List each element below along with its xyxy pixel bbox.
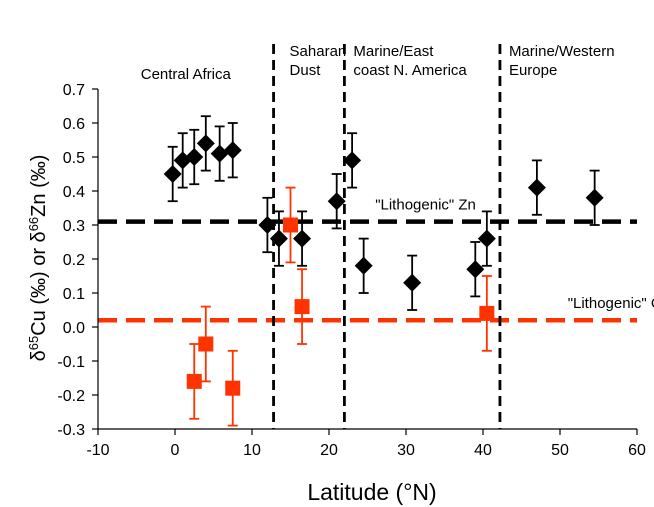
cu-data-point <box>479 305 495 321</box>
y-tick-label: 0.2 <box>63 252 85 269</box>
region-label: Saharan <box>290 43 347 60</box>
data-points <box>163 134 604 396</box>
zn-data-point <box>163 165 182 183</box>
zn-data-point <box>527 178 546 197</box>
region-label: coast N. America <box>353 62 467 79</box>
reference-line-labels: "Lithogenic" Zn "Lithogenic" Cu <box>375 197 654 313</box>
region-labels: Central Africa Saharan Dust Marine/East coas… <box>141 43 615 83</box>
y-tick-label: 0.7 <box>63 82 85 99</box>
x-axis-title: Latitude (°N) <box>307 479 436 505</box>
zn-data-point <box>466 260 485 279</box>
region-label: Marine/East <box>353 43 434 60</box>
x-tick-label: 50 <box>551 442 569 459</box>
y-tick-label: -0.2 <box>57 388 85 405</box>
lithogenic-label: "Lithogenic" Cu <box>568 295 654 312</box>
zn-data-point <box>210 144 229 163</box>
cu-data-point <box>225 380 241 396</box>
region-label: Central Africa <box>141 66 232 83</box>
reference-lines <box>98 219 637 323</box>
y-axis-title: δ65Cu (‰) or δ66Zn (‰) <box>26 155 50 362</box>
x-tick-label: 40 <box>474 442 492 459</box>
zn-data-point <box>327 192 346 211</box>
x-tick-label: 0 <box>171 442 180 459</box>
cu-data-point <box>283 217 298 233</box>
zn-data-point <box>343 151 362 170</box>
ticks: -10 0 10 20 30 40 50 60 -0.3 -0.2 -0.1 0.0 0.1 0.2 0.3… <box>57 82 646 459</box>
axes <box>97 89 637 430</box>
x-tick-label: -10 <box>86 442 109 459</box>
y-tick-label: 0.6 <box>63 116 85 133</box>
region-label: Marine/Western <box>509 43 615 60</box>
y-tick-label: -0.3 <box>57 422 85 439</box>
y-tick-label: 0.4 <box>63 184 85 201</box>
cu-data-point <box>186 373 202 389</box>
cu-data-point <box>294 299 310 315</box>
y-tick-label: -0.1 <box>57 354 85 371</box>
x-tick-label: 10 <box>243 442 261 459</box>
x-tick-label: 20 <box>320 442 338 459</box>
zn-data-point <box>269 229 288 248</box>
zn-data-point <box>585 188 604 207</box>
lithogenic-label: "Lithogenic" Zn <box>375 197 476 214</box>
zn-data-point <box>258 216 277 234</box>
y-tick-label: 0.3 <box>63 218 85 235</box>
zn-data-point <box>354 256 373 275</box>
region-label: Dust <box>290 62 322 79</box>
y-tick-label: 0.1 <box>63 286 85 303</box>
x-tick-label: 60 <box>628 442 646 459</box>
zn-data-point <box>477 229 496 248</box>
error-bars <box>167 115 600 427</box>
zn-data-point <box>185 148 204 166</box>
cu-data-point <box>198 336 214 352</box>
zn-data-point <box>293 229 312 248</box>
zn-data-point <box>403 273 422 292</box>
zn-data-point <box>223 141 242 160</box>
y-tick-label: 0.5 <box>63 150 85 167</box>
zn-data-point <box>196 134 215 153</box>
region-label: Europe <box>509 62 557 79</box>
y-tick-label: 0.0 <box>63 320 85 337</box>
x-tick-label: 30 <box>397 442 415 459</box>
